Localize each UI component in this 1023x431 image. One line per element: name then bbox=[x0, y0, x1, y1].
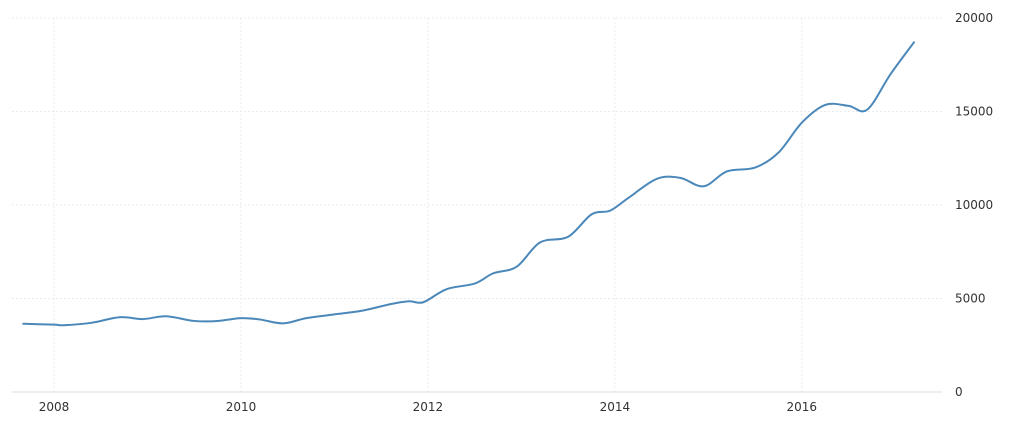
series-line bbox=[22, 41, 915, 327]
y-tick-label: 10000 bbox=[955, 198, 993, 212]
y-tick-label: 5000 bbox=[955, 292, 986, 306]
y-axis-tick-labels: 0 5000 10000 15000 20000 bbox=[955, 11, 993, 399]
y-tick-label: 0 bbox=[955, 385, 963, 399]
y-tick-label: 15000 bbox=[955, 105, 993, 119]
x-tick-label: 2014 bbox=[600, 400, 631, 414]
x-tick-label: 2012 bbox=[413, 400, 444, 414]
x-tick-label: 2008 bbox=[39, 400, 70, 414]
x-axis-tick-labels: 2008 2010 2012 2014 2016 bbox=[39, 400, 817, 414]
y-tick-label: 20000 bbox=[955, 11, 993, 25]
x-tick-label: 2016 bbox=[787, 400, 818, 414]
y-gridlines bbox=[12, 17, 942, 299]
x-tick-label: 2010 bbox=[226, 400, 257, 414]
